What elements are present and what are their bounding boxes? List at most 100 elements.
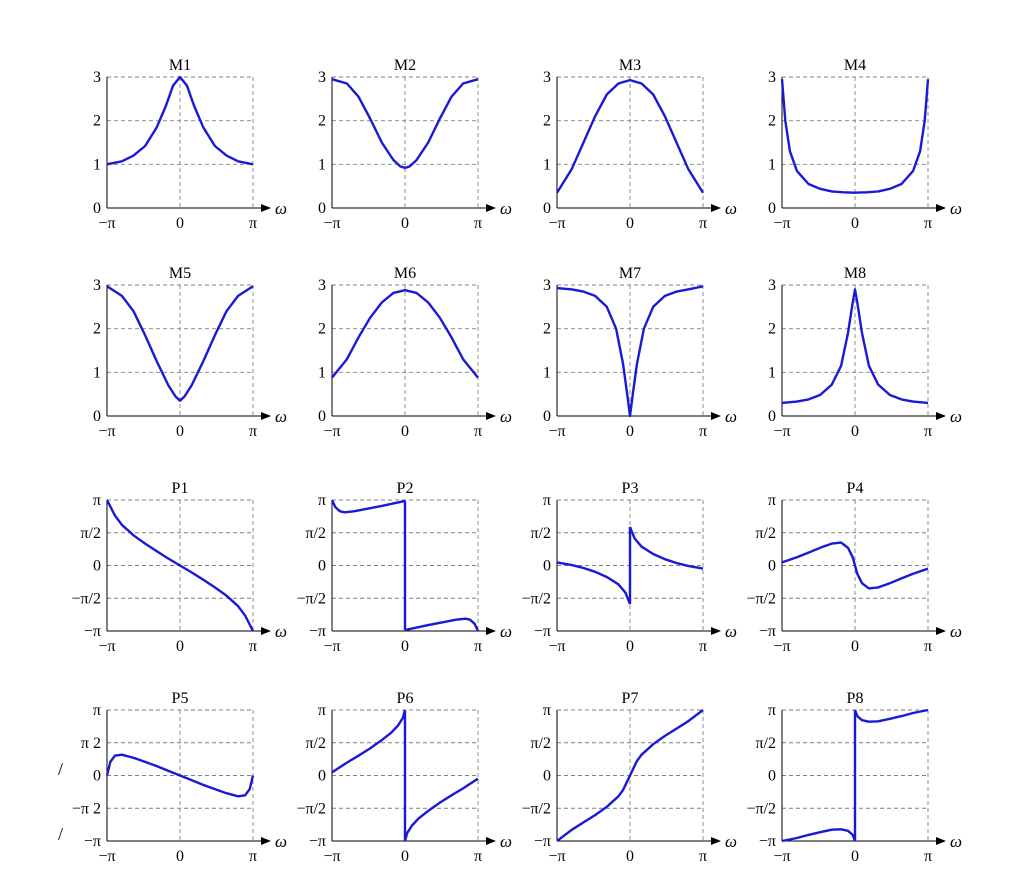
x-axis-label: ω <box>950 407 962 426</box>
y-tick-label: 2 <box>93 321 101 338</box>
y-tick-label: −π/2 <box>296 590 326 607</box>
panel-title: M6 <box>394 265 416 282</box>
x-tick-label: 0 <box>851 848 859 865</box>
y-tick-label: 0 <box>318 408 326 425</box>
panel-title: P8 <box>847 690 864 707</box>
y-tick-label: π <box>93 702 101 719</box>
x-tick-label: −π <box>323 848 340 865</box>
x-axis-arrow <box>261 837 271 845</box>
y-tick-label: π 2 <box>81 735 101 752</box>
x-tick-label: 0 <box>176 215 184 232</box>
x-axis-arrow <box>936 204 946 212</box>
y-tick-label: −π <box>309 833 326 850</box>
y-tick-label: π/2 <box>530 735 551 752</box>
x-axis-label: ω <box>725 622 737 641</box>
x-axis-label: ω <box>275 622 287 641</box>
y-tick-label: π/2 <box>80 525 101 542</box>
y-tick-label: π <box>768 702 776 719</box>
y-tick-label: 2 <box>318 113 326 130</box>
x-axis-label: ω <box>725 199 737 218</box>
panel-title: M5 <box>169 265 191 282</box>
y-tick-label: 3 <box>543 69 551 86</box>
y-tick-label: π <box>543 702 551 719</box>
x-tick-label: π <box>699 848 707 865</box>
x-axis-arrow <box>711 412 721 420</box>
x-axis-arrow <box>711 627 721 635</box>
x-axis-label: ω <box>275 199 287 218</box>
x-tick-label: −π <box>773 215 790 232</box>
panel-title: P4 <box>847 480 864 497</box>
y-tick-label: π/2 <box>305 525 326 542</box>
panel-p5: P5 −π −π 2 0 π 2 π ω −π 0 π <box>72 690 287 865</box>
y-tick-label: 0 <box>93 200 101 217</box>
x-tick-label: π <box>249 638 257 655</box>
y-tick-label: 0 <box>768 558 776 575</box>
y-tick-label: π <box>768 492 776 509</box>
y-tick-label: 1 <box>318 364 326 381</box>
panel-title: M2 <box>394 57 416 74</box>
y-tick-label: 0 <box>93 558 101 575</box>
y-tick-label: 3 <box>93 69 101 86</box>
y-tick-label: −π/2 <box>521 590 551 607</box>
y-tick-label: 0 <box>318 768 326 785</box>
y-tick-label: 0 <box>543 768 551 785</box>
x-tick-label: −π <box>98 423 115 440</box>
x-tick-label: 0 <box>626 423 634 440</box>
series-line-1 <box>555 78 705 194</box>
panel-title: P5 <box>172 690 189 707</box>
x-tick-label: −π <box>548 423 565 440</box>
series-line-1 <box>330 499 406 514</box>
x-axis-arrow <box>936 837 946 845</box>
x-tick-label: π <box>474 423 482 440</box>
panel-title: P7 <box>622 690 639 707</box>
x-tick-label: 0 <box>851 423 859 440</box>
x-tick-label: π <box>924 638 932 655</box>
x-axis-arrow <box>261 204 271 212</box>
x-tick-label: −π <box>98 848 115 865</box>
x-tick-label: π <box>474 215 482 232</box>
panel-p3: P3 −π −π/2 0 π/2 π ω −π 0 π <box>521 480 737 655</box>
y-tick-label: π/2 <box>755 525 776 542</box>
y-tick-label: 2 <box>93 113 101 130</box>
x-axis-arrow <box>486 204 496 212</box>
x-tick-label: π <box>924 423 932 440</box>
y-tick-label: π <box>543 492 551 509</box>
x-axis-label: ω <box>950 832 962 851</box>
series-line-1 <box>781 541 929 590</box>
x-axis-arrow <box>261 627 271 635</box>
y-tick-label: 0 <box>543 558 551 575</box>
series-line-1 <box>781 288 929 405</box>
y-tick-label: π/2 <box>530 525 551 542</box>
y-tick-label: −π <box>759 623 776 640</box>
x-tick-label: 0 <box>401 215 409 232</box>
series-line-1 <box>331 289 479 379</box>
y-tick-label: 1 <box>543 364 551 381</box>
y-tick-label: −π/2 <box>521 800 551 817</box>
x-tick-label: 0 <box>851 215 859 232</box>
x-tick-label: −π <box>98 215 115 232</box>
panel-p2: P2 −π −π/2 0 π/2 π ω −π 0 π <box>296 480 512 655</box>
y-tick-label: −π/2 <box>746 800 776 817</box>
x-axis-arrow <box>486 412 496 420</box>
x-tick-label: π <box>474 638 482 655</box>
series-line-1 <box>331 78 479 169</box>
y-tick-label: 0 <box>768 768 776 785</box>
x-tick-label: −π <box>98 638 115 655</box>
x-axis-label: ω <box>275 832 287 851</box>
slash-mark-upper: / <box>58 759 63 779</box>
y-tick-label: 3 <box>768 277 776 294</box>
series-line-2 <box>628 526 704 570</box>
x-tick-label: −π <box>773 423 790 440</box>
panel-p4: P4 −π −π/2 0 π/2 π ω −π 0 π <box>746 480 962 655</box>
panel-title: P2 <box>397 480 414 497</box>
x-axis-arrow <box>486 627 496 635</box>
series-line-1 <box>106 285 254 402</box>
x-axis-label: ω <box>500 622 512 641</box>
x-tick-label: π <box>474 848 482 865</box>
y-tick-label: 3 <box>543 277 551 294</box>
x-axis-label: ω <box>950 622 962 641</box>
y-tick-label: 0 <box>768 408 776 425</box>
series-line-1 <box>556 561 632 605</box>
